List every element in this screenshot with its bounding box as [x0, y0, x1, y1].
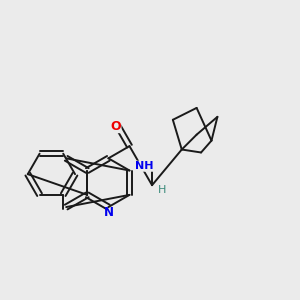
- Text: NH: NH: [135, 161, 154, 171]
- Text: O: O: [110, 120, 121, 133]
- Text: H: H: [158, 184, 166, 195]
- Text: N: N: [103, 206, 113, 219]
